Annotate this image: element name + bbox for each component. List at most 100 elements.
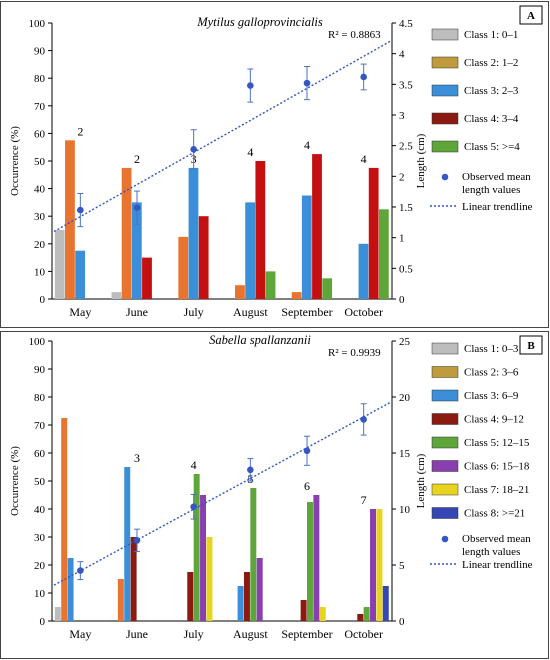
x-category-label: August	[233, 305, 268, 319]
r-squared-label: R² = 0.9939	[328, 347, 381, 359]
x-category-label: August	[233, 627, 268, 641]
bar	[265, 271, 276, 299]
legend-label: Class 7: 18–21	[464, 484, 529, 496]
bar	[319, 607, 326, 621]
modal-class-label: 7	[361, 493, 367, 507]
bar	[206, 537, 213, 621]
y2-tick-label: 5	[399, 560, 405, 572]
legend-swatch	[431, 366, 459, 378]
y-tick-label: 70	[34, 101, 46, 113]
y2-tick-label: 2.5	[399, 141, 413, 153]
y-tick-label: 60	[34, 128, 46, 140]
legend-label: Observed mean	[462, 171, 531, 183]
legend-swatch	[431, 436, 459, 449]
bar	[313, 495, 320, 621]
panel-letter-box	[519, 335, 543, 355]
y2-tick-label: 0	[399, 294, 405, 306]
bar	[130, 537, 137, 621]
bar	[117, 579, 124, 621]
bar	[131, 202, 142, 299]
legend-swatch	[431, 460, 459, 472]
mean-length-point	[133, 537, 141, 544]
mean-length-point	[77, 206, 84, 214]
y2-tick-label: 1.5	[399, 202, 413, 214]
r-squared-label: R² = 0.8863	[328, 29, 381, 41]
x-category-label: June	[126, 627, 148, 641]
legend-swatch	[431, 84, 459, 97]
modal-class-label: 3	[134, 451, 140, 465]
bar	[322, 278, 333, 299]
panel-a: 0 10 20 30 40 50 60 70 80 90 100 0 0.5 1 1.5 2 2.5 3 3.5 4 4…	[9, 5, 543, 319]
y-tick-label: 50	[34, 156, 46, 168]
panel-letter: A	[527, 10, 535, 22]
mean-length-point	[190, 503, 197, 511]
x-category-label: July	[184, 627, 204, 641]
bar	[235, 285, 245, 299]
panel-b-frame	[0, 331, 549, 659]
y-tick-label: 100	[29, 336, 46, 348]
legend-swatch	[431, 413, 459, 425]
legend-swatch	[431, 342, 459, 355]
y2-tick-label: 3.5	[399, 79, 413, 91]
bar	[142, 257, 152, 299]
bar	[382, 586, 389, 621]
mean-length-point	[303, 79, 311, 87]
bar	[256, 558, 263, 621]
bar	[357, 614, 364, 621]
bar	[54, 607, 61, 621]
legend-point-marker	[441, 535, 449, 543]
y-tick-label: 40	[34, 504, 46, 516]
y-tick-label: 60	[34, 448, 46, 460]
bar	[363, 607, 370, 621]
bar	[250, 488, 257, 621]
legend-label: Class 3: 6–9	[464, 390, 519, 402]
mean-length-point	[247, 82, 254, 89]
y2-tick-label: 25	[399, 336, 411, 348]
bar	[376, 509, 383, 621]
modal-class-label: 4	[191, 458, 197, 472]
modal-class-label: 6	[304, 479, 310, 493]
panel-letter: B	[527, 340, 535, 352]
legend-swatch	[431, 56, 459, 69]
legend-label: Class 8: >=21	[464, 508, 525, 520]
bar	[378, 209, 389, 299]
y2-tick-label: 0.5	[399, 263, 413, 275]
bar	[75, 250, 86, 299]
y-tick-label: 30	[34, 211, 46, 223]
mean-length-point	[247, 466, 254, 474]
panel-letter-box	[519, 5, 543, 25]
y2-tick-label: 15	[399, 448, 411, 460]
y2-tick-label: 4	[399, 49, 405, 61]
bar	[245, 202, 256, 299]
legend-swatch	[431, 483, 459, 496]
legend-swatch	[431, 507, 459, 519]
y-tick-label: 70	[34, 420, 46, 432]
y2-tick-label: 10	[399, 504, 411, 516]
legend-label: Class 2: 1–2	[464, 57, 518, 69]
legend-label: length values	[462, 546, 520, 558]
x-category-label: May	[69, 627, 91, 641]
x-category-label: October	[344, 305, 383, 319]
legend-swatch	[431, 140, 459, 153]
bar	[200, 495, 207, 621]
legend-swatch	[431, 112, 459, 125]
y-tick-label: 40	[34, 184, 46, 196]
bar	[187, 572, 194, 621]
bar	[124, 467, 131, 621]
y-tick-label: 90	[34, 364, 46, 376]
y2-tick-label: 20	[399, 392, 411, 404]
x-category-label: May	[69, 305, 91, 319]
chart-title: Mytilus galloprovincialis	[196, 15, 323, 29]
legend-label: Class 4: 3–4	[464, 113, 519, 125]
legend-label: length values	[462, 184, 520, 196]
y2-tick-label: 1	[399, 233, 405, 245]
trendline	[53, 40, 391, 233]
modal-class-label: 4	[304, 138, 310, 152]
mean-length-point	[360, 73, 367, 81]
y-axis-title: Occurrence (%)	[9, 446, 21, 516]
legend-label: Class 1: 0–3	[464, 343, 519, 355]
mean-length-point	[133, 204, 141, 211]
bar	[61, 418, 68, 621]
bar	[255, 161, 266, 299]
